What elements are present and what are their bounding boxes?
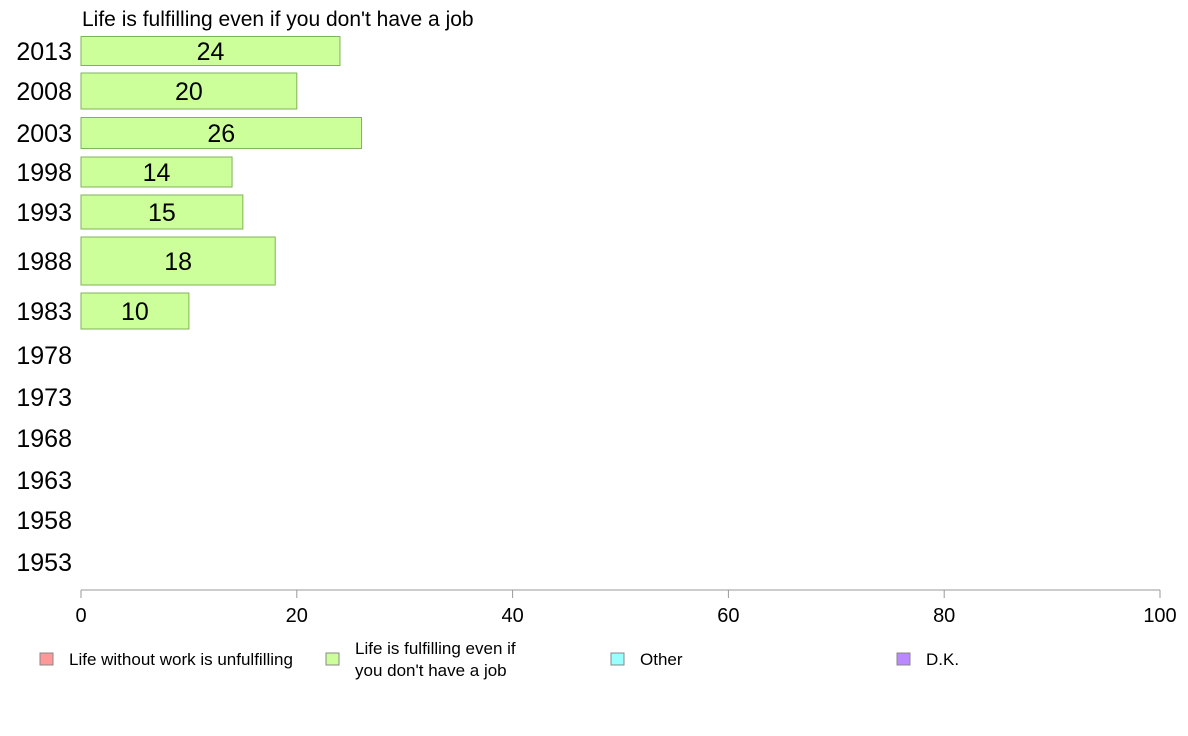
bar-2008 [80, 72, 298, 110]
year-label-1963: 1963 [16, 467, 72, 495]
bar-value-label-2003: 26 [207, 120, 235, 148]
legend-label-3: Other [640, 650, 683, 669]
bar-1993 [80, 194, 244, 230]
x-tick-label-60: 60 [717, 605, 739, 627]
year-label-1998: 1998 [16, 159, 72, 187]
legend-label-1: Life without work is unfulfilling [69, 650, 293, 669]
bar-1988 [80, 236, 276, 286]
x-tick-label-0: 0 [75, 605, 86, 627]
x-axis: 0 20 40 60 80 100 [75, 589, 1177, 627]
bar-value-label-1983: 10 [121, 298, 149, 326]
year-label-1993: 1993 [16, 199, 72, 227]
year-label-2013: 2013 [16, 38, 72, 66]
year-label-2003: 2003 [16, 120, 72, 148]
legend: Life without work is unfulfilling Life is… [39, 639, 959, 680]
year-label-1978: 1978 [16, 342, 72, 370]
bar-value-label-2013: 24 [197, 38, 225, 66]
bar-value-label-1988: 18 [164, 248, 192, 276]
legend-swatch-1 [39, 652, 54, 666]
year-label-2008: 2008 [16, 78, 72, 106]
bar-value-label-1998: 14 [143, 159, 171, 187]
bar-1983 [80, 292, 190, 330]
year-label-1988: 1988 [16, 248, 72, 276]
bar-value-label-1993: 15 [148, 199, 176, 227]
year-label-1968: 1968 [16, 425, 72, 453]
x-tick-label-80: 80 [933, 605, 955, 627]
chart-title: Life is fulfilling even if you don't hav… [82, 8, 474, 31]
x-tick-label-20: 20 [286, 605, 308, 627]
x-tick-label-100: 100 [1143, 605, 1176, 627]
year-label-1983: 1983 [16, 298, 72, 326]
year-label-1973: 1973 [16, 384, 72, 412]
year-labels: 2013 2008 2003 1998 1993 1988 1983 1978 1973 1968… [16, 38, 72, 577]
bar-2003 [80, 117, 363, 149]
legend-label-2-line-1: Life is fulfilling even if [355, 639, 516, 658]
bar-1998 [80, 156, 233, 188]
bar-value-label-2008: 20 [175, 78, 203, 106]
legend-swatch-2 [325, 652, 340, 666]
bar-2013 [80, 36, 341, 66]
legend-swatch-4 [896, 652, 911, 666]
legend-swatch-3 [610, 652, 625, 666]
legend-label-2-line-2: you don't have a job [355, 661, 507, 680]
year-label-1953: 1953 [16, 549, 72, 577]
legend-label-4: D.K. [926, 650, 959, 669]
x-tick-label-40: 40 [501, 605, 523, 627]
year-label-1958: 1958 [16, 507, 72, 535]
